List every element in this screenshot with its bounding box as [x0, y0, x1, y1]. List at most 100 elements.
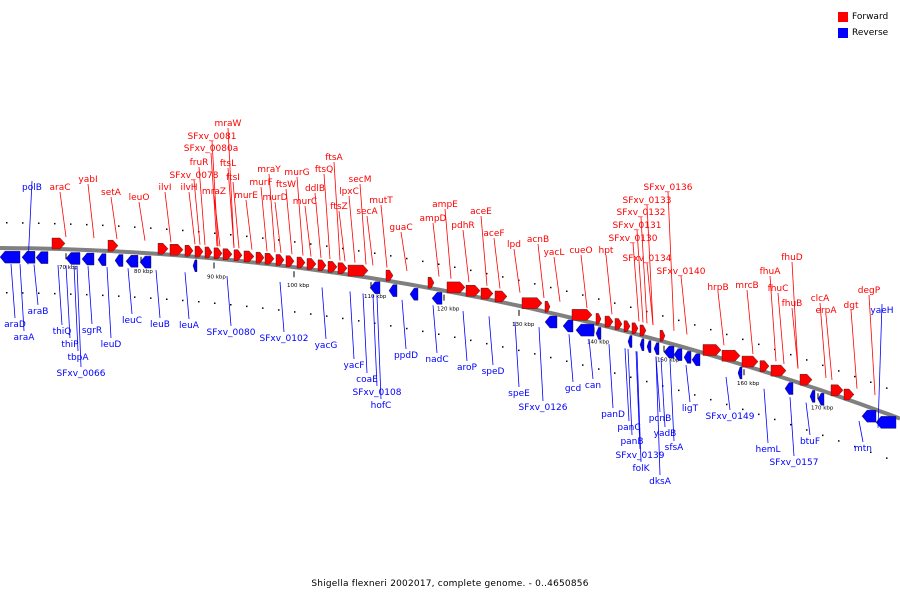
label-leader-line	[400, 231, 408, 272]
reverse-gene-label-spee: speE	[508, 389, 530, 399]
label-leader-line	[636, 351, 642, 463]
guide-dot	[70, 223, 72, 225]
forward-gene-label-leuo: leuO	[129, 193, 150, 203]
label-leader-line	[746, 289, 754, 355]
label-leader-line	[65, 265, 71, 339]
label-leader-line	[232, 181, 240, 249]
reverse-gene-label-arab: araB	[28, 307, 49, 317]
label-leader-line	[213, 195, 221, 247]
reverse-gene-arrow	[683, 351, 692, 364]
forward-gene-label-murc: murC	[293, 197, 317, 207]
forward-gene-label-mure: murE	[234, 191, 258, 201]
label-leader-line	[372, 295, 378, 387]
label-leader-line	[401, 299, 407, 350]
guide-dot	[262, 237, 264, 239]
label-leader-line	[819, 302, 827, 378]
guide-dot	[454, 266, 456, 268]
guide-dot	[54, 222, 56, 225]
label-leader-line	[568, 334, 574, 383]
label-leader-line	[488, 316, 494, 366]
label-leader-line	[553, 256, 561, 302]
label-leader-line	[338, 210, 346, 262]
legend: Forward Reverse	[838, 9, 888, 41]
reverse-gene-arrow	[646, 340, 652, 353]
forward-gene-arrow	[385, 269, 394, 282]
reverse-gene-arrow	[562, 319, 574, 333]
map-caption: Shigella flexneri 2002017, complete geno…	[311, 579, 589, 589]
guide-dot	[70, 293, 72, 295]
label-leader-line	[514, 321, 520, 388]
guide-dot	[710, 398, 712, 401]
guide-dot	[646, 380, 648, 383]
guide-dot	[22, 292, 24, 294]
label-leader-line	[877, 303, 883, 428]
reverse-gene-arrow	[114, 254, 124, 267]
guide-dot	[790, 423, 792, 426]
guide-dot	[182, 299, 184, 302]
guide-dot	[422, 260, 424, 263]
guide-dot	[566, 290, 568, 292]
label-leader-line	[493, 237, 501, 289]
forward-gene-label-fhua: fhuA	[760, 267, 782, 277]
guide-dot	[838, 440, 840, 442]
guide-dot	[502, 276, 504, 278]
tick-label: 120 kbp	[437, 307, 460, 313]
forward-gene-arrow	[604, 315, 614, 328]
label-leader-line	[106, 267, 112, 339]
forward-gene-label-sfxv-0140: SFxv_0140	[657, 267, 706, 277]
forward-gene-arrow	[169, 244, 184, 256]
forward-gene-arrow	[770, 364, 787, 377]
legend-reverse: Reverse	[838, 25, 888, 41]
forward-gene-arrow	[347, 264, 369, 277]
guide-dot	[86, 223, 88, 226]
guide-dot	[678, 389, 680, 392]
reverse-gene-label-arad: araD	[4, 320, 26, 330]
guide-dot	[150, 297, 152, 299]
guide-dot	[822, 364, 824, 367]
reverse-gene-label-araa: araA	[14, 333, 36, 343]
reverse-gene-label-hofc: hofC	[371, 401, 392, 411]
tick-label: 70 kbp	[59, 265, 78, 271]
guide-dot	[774, 348, 776, 351]
reverse-gene-label-leud: leuD	[101, 340, 122, 350]
forward-gene-arrow	[264, 253, 275, 265]
guide-dot	[470, 269, 472, 272]
guide-dot	[726, 403, 728, 406]
forward-gene-arrow	[213, 247, 223, 260]
guide-dot	[6, 292, 8, 294]
forward-gene-arrow	[204, 246, 213, 259]
forward-gene-arrow	[243, 250, 255, 263]
tick-label: 170 kbp	[811, 405, 834, 411]
label-leader-line	[27, 180, 33, 265]
label-leader-line	[825, 314, 833, 381]
guide-dot	[406, 257, 408, 260]
legend-reverse-label: Reverse	[852, 28, 889, 38]
forward-gene-label-hpt: hpt	[599, 246, 614, 256]
reverse-gene-label-yacf: yacF	[344, 361, 365, 371]
forward-gene-label-ampe: ampE	[432, 200, 458, 210]
forward-gene-label-yacl: yacL	[544, 248, 565, 258]
forward-gene-label-cueo: cueO	[569, 246, 592, 256]
forward-gene-arrow	[337, 262, 348, 274]
label-leader-line	[226, 276, 232, 327]
forward-gene-label-guac: guaC	[389, 223, 412, 233]
forward-gene-label-seca: secA	[356, 207, 378, 217]
label-leader-line	[359, 183, 367, 265]
forward-gene-label-secm: secM	[349, 175, 372, 185]
forward-gene-arrow	[494, 290, 508, 303]
forward-gene-label-ftsw: ftsW	[276, 180, 296, 190]
label-leader-line	[624, 348, 630, 422]
guide-dot	[694, 394, 696, 396]
scale-ticks: 70 kbp 80 kbp 90 kbp 100 kbp 110 kbp 120 kbp 1…	[59, 253, 834, 411]
label-leader-line	[580, 254, 588, 309]
label-leader-line	[188, 191, 196, 245]
guide-dot	[870, 451, 872, 453]
label-leader-line	[304, 205, 312, 257]
forward-gene-arrow	[741, 355, 759, 368]
tick-label: 110 kbp	[364, 294, 387, 300]
label-leader-line	[333, 161, 341, 261]
forward-gene-label-mraz: mraZ	[202, 187, 226, 197]
guide-dot	[246, 235, 248, 238]
guide-dot	[262, 307, 264, 309]
